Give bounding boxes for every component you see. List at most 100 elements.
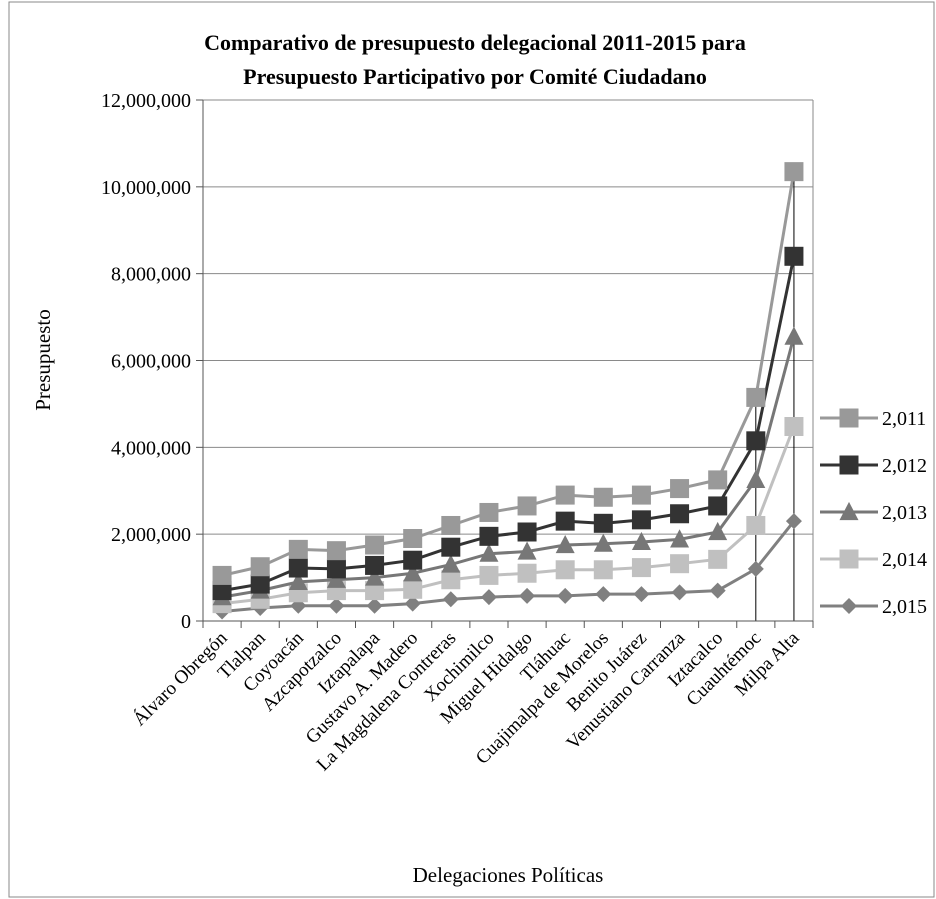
- data-point: [441, 537, 461, 557]
- series-line: [221, 425, 796, 606]
- data-point: [288, 558, 308, 578]
- data-point: [593, 487, 613, 507]
- legend-marker: [839, 408, 859, 428]
- data-point: [403, 563, 423, 582]
- series-2015: [214, 513, 802, 620]
- data-point: [555, 511, 575, 531]
- data-point: [517, 541, 537, 560]
- data-point: [671, 584, 688, 601]
- data-point: [250, 557, 270, 577]
- data-point: [366, 597, 383, 614]
- data-point: [746, 515, 766, 535]
- legend-label: 2,012: [882, 455, 927, 477]
- data-point: [784, 326, 804, 345]
- legend-marker: [839, 501, 859, 521]
- data-point: [403, 579, 423, 599]
- legend-entry: 2,015: [820, 596, 927, 618]
- data-point: [595, 586, 612, 603]
- data-point: [517, 522, 537, 542]
- series-lines: [212, 162, 804, 620]
- data-point: [708, 496, 728, 516]
- data-point: [517, 563, 537, 583]
- data-point: [441, 515, 461, 535]
- y-axis-title: Presupuesto: [31, 309, 55, 411]
- data-point: [708, 521, 728, 541]
- data-point: [212, 565, 232, 585]
- data-point: [479, 565, 499, 585]
- data-point: [633, 586, 650, 603]
- y-tick-label: 2,000,000: [111, 524, 191, 546]
- data-point: [593, 533, 613, 552]
- legend-label: 2,013: [882, 502, 927, 524]
- data-point: [403, 529, 423, 549]
- data-point: [365, 581, 385, 601]
- series-2012: [212, 246, 804, 601]
- data-point: [288, 571, 308, 590]
- legend-marker: [839, 549, 859, 569]
- data-point: [441, 554, 461, 573]
- data-point: [709, 582, 726, 599]
- legend-label: 2,015: [882, 596, 927, 618]
- data-point: [479, 526, 499, 546]
- data-point: [708, 549, 728, 569]
- y-tick-label: 8,000,000: [111, 264, 191, 286]
- data-point: [326, 541, 346, 561]
- y-tick-label: 0: [181, 611, 191, 633]
- data-point: [784, 162, 804, 182]
- chart-border: [8, 1, 935, 898]
- data-point: [519, 587, 536, 604]
- data-point: [326, 569, 346, 588]
- legend: 2,011 2,012 2,013 2,014 2,015: [820, 408, 927, 618]
- data-point: [517, 496, 537, 516]
- data-point: [480, 589, 497, 606]
- legend-entry: 2,014: [820, 549, 927, 571]
- data-point: [784, 416, 804, 436]
- data-point: [631, 531, 651, 551]
- y-tick-label: 10,000,000: [101, 177, 191, 199]
- data-point: [212, 581, 232, 601]
- data-point: [631, 558, 651, 578]
- data-point: [365, 555, 385, 575]
- data-point: [404, 595, 421, 612]
- data-point: [708, 470, 728, 490]
- series-2014: [212, 416, 804, 614]
- data-point: [593, 513, 613, 533]
- data-point: [747, 560, 764, 577]
- series-line: [221, 520, 796, 613]
- data-point: [441, 570, 461, 590]
- data-point: [746, 431, 766, 451]
- legend-label: 2,014: [882, 549, 927, 571]
- y-tick-labels: 0 2,000,000 4,000,000 6,000,000 8,000,000 10,…: [101, 90, 191, 633]
- y-tick-label: 6,000,000: [111, 351, 191, 373]
- data-point: [555, 485, 575, 505]
- data-point: [557, 587, 574, 604]
- series-2013: [212, 326, 804, 606]
- data-point: [631, 485, 651, 505]
- legend-entry: 2,013: [820, 501, 927, 524]
- y-tick-label: 12,000,000: [101, 90, 191, 112]
- series-line: [221, 336, 796, 599]
- series-line: [221, 171, 796, 577]
- legend-entry: 2,011: [820, 408, 926, 430]
- y-tick-label: 4,000,000: [111, 437, 191, 459]
- data-point: [631, 510, 651, 530]
- data-point: [784, 246, 804, 266]
- series-line: [221, 255, 796, 593]
- data-point: [746, 469, 766, 488]
- legend-marker: [841, 598, 857, 614]
- data-point: [555, 560, 575, 580]
- data-point: [555, 534, 575, 554]
- legend-label: 2,011: [882, 408, 926, 430]
- data-point: [746, 387, 766, 407]
- chart-title: Comparativo de presupuesto delegacional …: [204, 30, 746, 55]
- series-2011: [212, 162, 804, 585]
- x-axis-title: Delegaciones Políticas: [413, 863, 604, 887]
- data-point: [593, 560, 613, 580]
- legend-marker: [839, 455, 859, 475]
- data-point: [365, 535, 385, 555]
- data-point: [479, 502, 499, 522]
- data-point: [479, 543, 499, 562]
- data-point: [326, 559, 346, 579]
